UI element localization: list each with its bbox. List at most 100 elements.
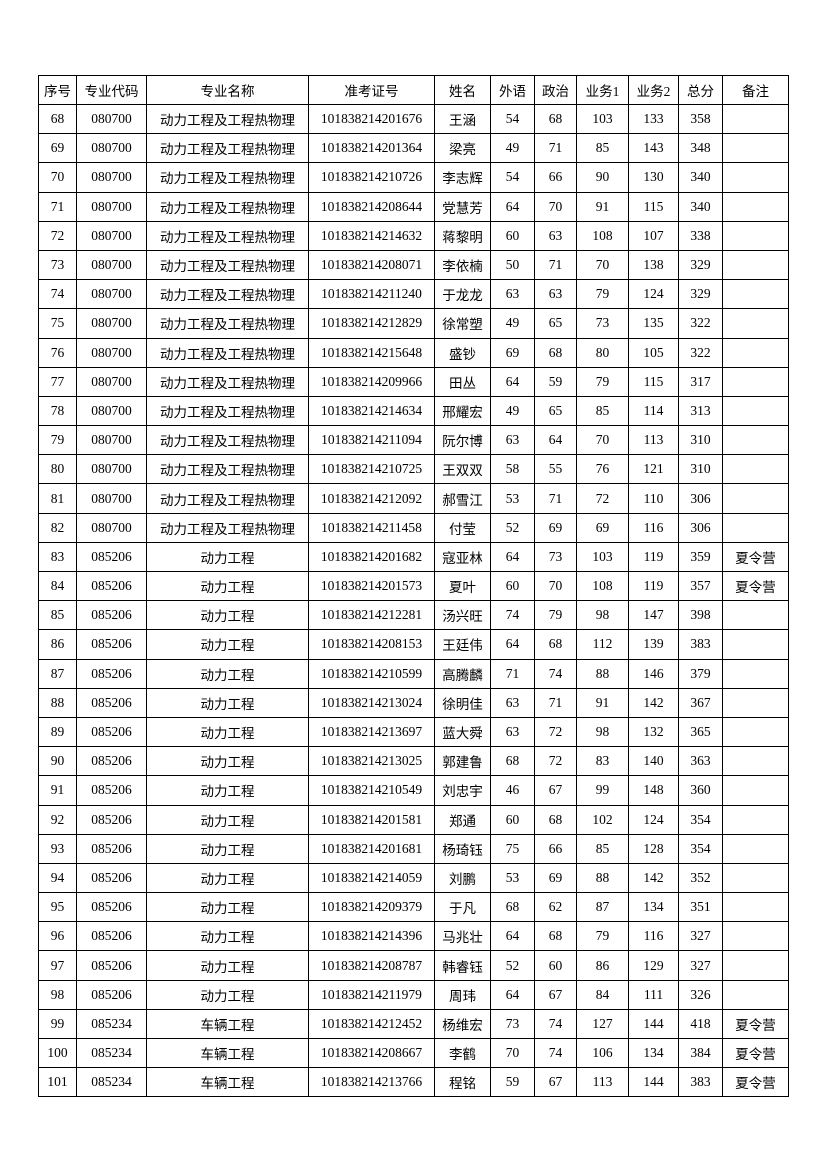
cell-subject1: 72 <box>576 483 629 514</box>
table-row: 96 085206 动力工程 101838214214396 马兆壮 64 68 79 116 3… <box>38 921 789 952</box>
cell-name: 高腾麟 <box>434 658 491 689</box>
cell-subject2: 135 <box>628 308 679 339</box>
cell-remarks <box>722 600 789 631</box>
cell-major-code: 085206 <box>76 833 147 864</box>
cell-name: 阮尔博 <box>434 425 491 456</box>
cell-index: 94 <box>38 862 77 894</box>
table-row: 74 080700 动力工程及工程热物理 101838214211240 于龙龙 63 63… <box>38 279 789 310</box>
table-row: 78 080700 动力工程及工程热物理 101838214214634 邢耀宏 49 65… <box>38 395 789 427</box>
cell-foreign-language: 68 <box>490 892 535 923</box>
cell-index: 96 <box>38 921 77 952</box>
cell-exam-id: 101838214208667 <box>308 1037 435 1069</box>
table-row: 85 085206 动力工程 101838214212281 汤兴旺 74 79 98 147 3… <box>38 600 789 631</box>
cell-major-name: 动力工程及工程热物理 <box>146 395 309 427</box>
cell-subject1: 85 <box>576 133 629 164</box>
cell-exam-id: 101838214214634 <box>308 395 435 427</box>
cell-subject2: 119 <box>628 541 679 573</box>
cell-subject1: 70 <box>576 249 629 281</box>
cell-major-name: 动力工程及工程热物理 <box>146 279 309 310</box>
cell-subject2: 119 <box>628 570 679 602</box>
table-row: 97 085206 动力工程 101838214208787 韩睿钰 52 60 86 129 3… <box>38 950 789 981</box>
cell-total: 306 <box>678 483 723 514</box>
cell-remarks: 夏令营 <box>722 1067 789 1098</box>
table-row: 82 080700 动力工程及工程热物理 101838214211458 付莹 52 69 6… <box>38 512 789 543</box>
cell-politics: 68 <box>534 103 577 135</box>
cell-major-code: 080700 <box>76 133 147 164</box>
cell-name: 刘忠宇 <box>434 775 491 806</box>
cell-foreign-language: 59 <box>490 1067 535 1098</box>
cell-index: 81 <box>38 483 77 514</box>
cell-remarks <box>722 395 789 427</box>
cell-index: 100 <box>38 1037 77 1069</box>
cell-total: 383 <box>678 1067 723 1098</box>
cell-major-code: 085234 <box>76 1037 147 1069</box>
table-row: 86 085206 动力工程 101838214208153 王廷伟 64 68 112 139… <box>38 629 789 660</box>
cell-foreign-language: 64 <box>490 541 535 573</box>
cell-major-name: 动力工程 <box>146 862 309 894</box>
cell-index: 69 <box>38 133 77 164</box>
cell-subject2: 138 <box>628 249 679 281</box>
cell-total: 379 <box>678 658 723 689</box>
cell-politics: 65 <box>534 308 577 339</box>
cell-name: 李依楠 <box>434 249 491 281</box>
cell-major-name: 动力工程 <box>146 892 309 923</box>
cell-name: 徐常塑 <box>434 308 491 339</box>
cell-exam-id: 101838214211240 <box>308 279 435 310</box>
cell-total: 310 <box>678 454 723 485</box>
cell-foreign-language: 64 <box>490 979 535 1010</box>
header-exam-id: 准考证号 <box>308 75 435 105</box>
cell-exam-id: 101838214209379 <box>308 892 435 923</box>
table-row: 80 080700 动力工程及工程热物理 101838214210725 王双双 58 55… <box>38 454 789 485</box>
cell-index: 75 <box>38 308 77 339</box>
cell-remarks <box>722 658 789 689</box>
table-row: 84 085206 动力工程 101838214201573 夏叶 60 70 108 119 3… <box>38 570 789 602</box>
cell-total: 326 <box>678 979 723 1010</box>
cell-politics: 63 <box>534 279 577 310</box>
cell-major-code: 085206 <box>76 921 147 952</box>
cell-exam-id: 101838214201581 <box>308 804 435 835</box>
cell-name: 李志辉 <box>434 162 491 193</box>
cell-name: 夏叶 <box>434 570 491 602</box>
cell-name: 梁亮 <box>434 133 491 164</box>
cell-subject1: 83 <box>576 746 629 777</box>
cell-exam-id: 101838214210599 <box>308 658 435 689</box>
cell-total: 352 <box>678 862 723 894</box>
cell-major-code: 085206 <box>76 629 147 660</box>
cell-exam-id: 101838214209966 <box>308 366 435 397</box>
cell-name: 蒋黎明 <box>434 220 491 251</box>
cell-politics: 66 <box>534 833 577 864</box>
cell-subject1: 106 <box>576 1037 629 1069</box>
cell-remarks <box>722 103 789 135</box>
cell-total: 418 <box>678 1008 723 1040</box>
table-row: 73 080700 动力工程及工程热物理 101838214208071 李依楠 50 71… <box>38 249 789 281</box>
cell-subject1: 86 <box>576 950 629 981</box>
cell-foreign-language: 54 <box>490 103 535 135</box>
header-politics: 政治 <box>534 75 577 105</box>
cell-subject2: 105 <box>628 337 679 368</box>
table-row: 87 085206 动力工程 101838214210599 高腾麟 71 74 88 146 3… <box>38 658 789 689</box>
cell-major-name: 动力工程及工程热物理 <box>146 425 309 456</box>
cell-major-code: 085206 <box>76 892 147 923</box>
cell-politics: 68 <box>534 804 577 835</box>
cell-index: 73 <box>38 249 77 281</box>
cell-foreign-language: 69 <box>490 337 535 368</box>
cell-index: 91 <box>38 775 77 806</box>
table-row: 75 080700 动力工程及工程热物理 101838214212829 徐常塑 49 65… <box>38 308 789 339</box>
cell-index: 83 <box>38 541 77 573</box>
cell-subject1: 108 <box>576 220 629 251</box>
cell-subject2: 124 <box>628 804 679 835</box>
cell-remarks <box>722 716 789 748</box>
cell-foreign-language: 60 <box>490 220 535 251</box>
cell-total: 317 <box>678 366 723 397</box>
header-foreign-language: 外语 <box>490 75 535 105</box>
cell-exam-id: 101838214208153 <box>308 629 435 660</box>
cell-subject2: 144 <box>628 1067 679 1098</box>
cell-name: 王廷伟 <box>434 629 491 660</box>
cell-index: 90 <box>38 746 77 777</box>
cell-exam-id: 101838214212452 <box>308 1008 435 1040</box>
cell-subject1: 91 <box>576 191 629 222</box>
cell-index: 72 <box>38 220 77 251</box>
cell-subject2: 124 <box>628 279 679 310</box>
cell-name: 王涵 <box>434 103 491 135</box>
cell-name: 杨琦钰 <box>434 833 491 864</box>
